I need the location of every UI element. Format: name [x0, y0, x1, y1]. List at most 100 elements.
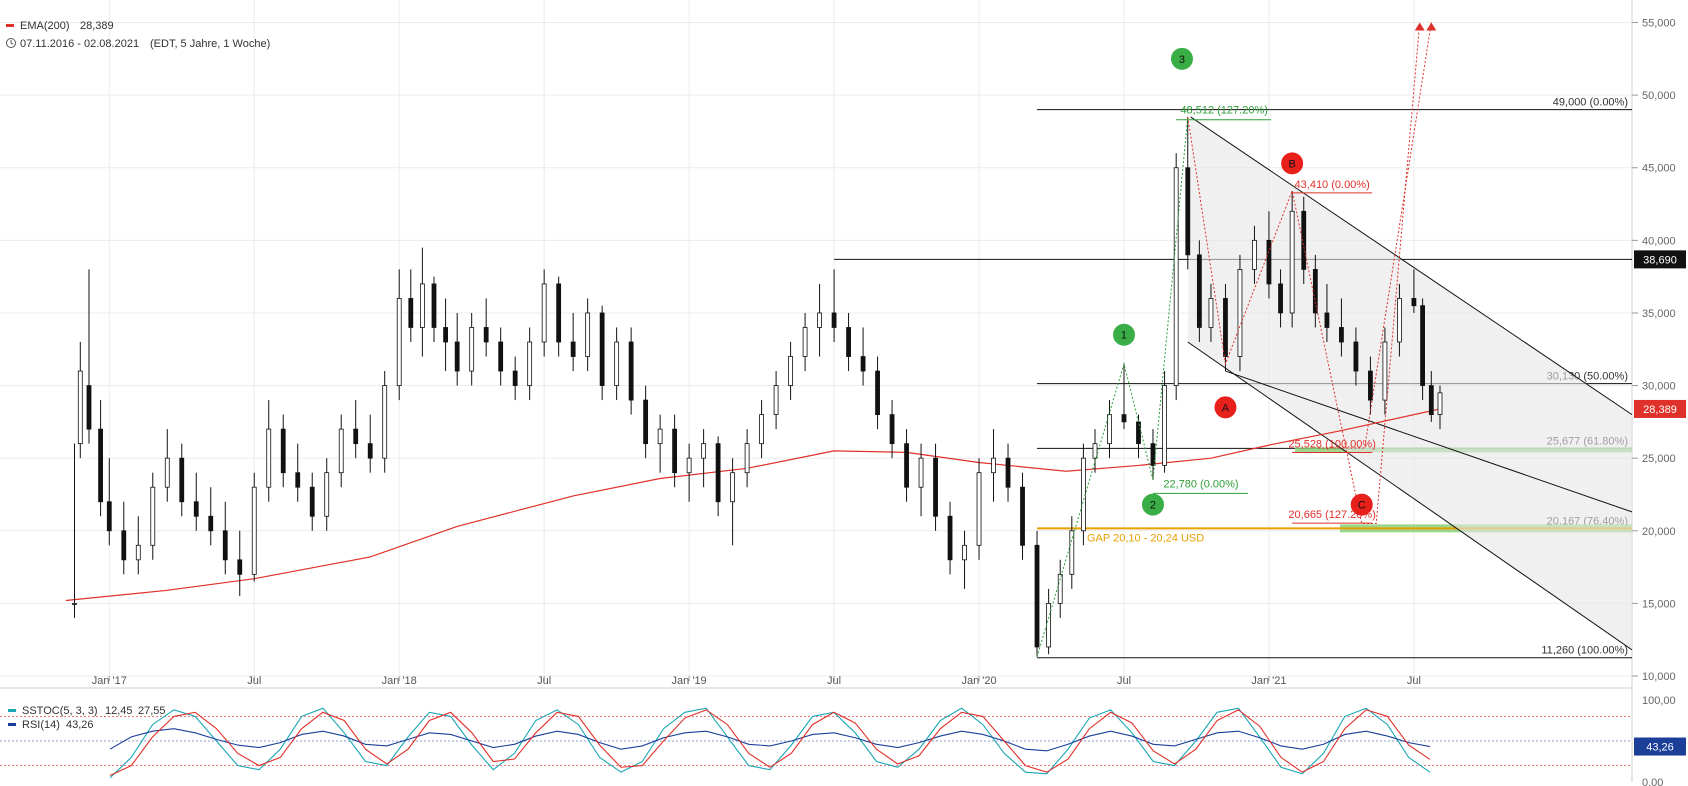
wave-path-red	[1187, 22, 1421, 525]
time-tick-label: Jul	[537, 675, 551, 687]
candle-body	[237, 559, 243, 575]
candle-body	[135, 544, 141, 561]
candle-body	[1397, 298, 1402, 343]
wave_labels_red-marker	[1281, 152, 1304, 175]
candle-body	[1005, 457, 1011, 488]
candle-body	[976, 472, 982, 546]
annotation-red: 25,528 (100.00%)	[1288, 439, 1375, 451]
candle-body	[860, 356, 866, 372]
price-axis: 55,000 50,000 45,000 40,000 35,000 30,000 25,0…	[1632, 18, 1686, 683]
candle-body	[599, 312, 605, 386]
candle-body	[686, 457, 692, 474]
candle-body	[367, 443, 373, 459]
candle-body	[309, 486, 315, 517]
candle-body	[222, 530, 228, 561]
time-tick-label: Jul	[827, 675, 841, 687]
candle-body	[875, 370, 880, 416]
wave-path-red-alt	[1318, 22, 1432, 449]
candle-body	[1196, 254, 1202, 328]
candle-body	[1208, 298, 1214, 328]
candle-body	[164, 457, 170, 488]
candle-body	[72, 602, 77, 605]
candle-body	[179, 457, 185, 503]
current-price-badge	[1634, 250, 1686, 269]
candle-body	[251, 486, 257, 575]
osc-series-line	[109, 709, 1431, 776]
candle-body	[1162, 385, 1167, 466]
date-range: 07.11.2016 - 02.08.2021	[20, 38, 139, 50]
candle-body	[991, 457, 996, 474]
price-tick-label: 40,000	[1642, 235, 1676, 247]
wave_labels_green-label: 1	[1121, 330, 1127, 342]
candle-body	[1237, 268, 1243, 357]
channel-lower	[1187, 341, 1633, 651]
candles	[72, 116, 1443, 658]
ema-path	[65, 408, 1441, 602]
candle-body	[759, 414, 764, 445]
candle-body	[280, 428, 286, 474]
annotation-red: 43,410 (0.00%)	[1295, 179, 1370, 191]
candle-body	[419, 283, 425, 328]
channel-mid	[1225, 370, 1633, 513]
channel-upper	[1190, 116, 1633, 416]
candle-body	[1173, 167, 1179, 386]
candle-body	[831, 312, 837, 328]
candle-body	[1136, 421, 1141, 445]
annotation-green: 22,780 (0.00%)	[1163, 478, 1238, 490]
candle-body	[1057, 573, 1063, 604]
candle-body	[947, 515, 953, 561]
candle-body	[1223, 298, 1228, 357]
candle-body	[483, 327, 489, 343]
stoch-signal-legend-value: 27,55	[138, 705, 166, 717]
candle-body	[1411, 298, 1417, 307]
candle-body	[443, 327, 448, 343]
candle-body	[498, 341, 504, 372]
candle-body	[1437, 392, 1443, 416]
time-tick-label: Jul	[1117, 675, 1131, 687]
candle-body	[889, 414, 895, 445]
candle-body	[150, 486, 156, 546]
time-tick-label: Jan '17	[92, 675, 127, 687]
price-tick-label: 50,000	[1642, 90, 1676, 102]
candle-body	[715, 443, 721, 503]
candle-body	[266, 428, 272, 488]
candle-body	[744, 443, 750, 474]
candle-body	[1150, 443, 1156, 466]
time-tick-label: Jan '20	[961, 675, 996, 687]
candle-body	[556, 283, 562, 343]
osc-tick-label: 100,00	[1642, 695, 1676, 707]
ema-price-badge	[1634, 399, 1686, 418]
wave_labels_red-label: C	[1358, 500, 1366, 512]
price-tick-label: 45,000	[1642, 163, 1676, 175]
candle-body	[1046, 602, 1052, 648]
candle-body	[86, 385, 92, 430]
stoch-legend-label: SSTOC(5, 3, 3)	[22, 705, 98, 717]
candle-body	[1020, 486, 1025, 546]
wave_labels_green-marker	[1112, 323, 1135, 346]
candle-body	[802, 327, 808, 357]
ema-line	[65, 408, 1441, 602]
stoch-legend-swatch	[8, 709, 16, 712]
candle-body	[933, 457, 938, 517]
osc-tick-label: 0,00	[1642, 777, 1663, 786]
level-label: 49,000 (0.00%)	[1553, 97, 1628, 109]
stoch-legend-value: 12,45	[105, 705, 133, 717]
wave_labels_green-label: 3	[1179, 54, 1185, 66]
price-tick-label: 10,000	[1642, 671, 1676, 683]
candle-body	[643, 399, 649, 445]
candle-body	[1324, 312, 1330, 328]
candle-body	[121, 530, 127, 561]
date-range-detail: (EDT, 5 Jahre, 1 Woche)	[150, 38, 270, 50]
candle-body	[1301, 210, 1307, 270]
candle-body	[962, 544, 967, 561]
candle-body	[657, 428, 663, 445]
candle-body	[541, 283, 547, 343]
gap-label: GAP 20,10 - 20,24 USD	[1087, 532, 1204, 544]
candle-body	[1107, 414, 1112, 445]
candle-body	[701, 443, 707, 459]
candle-body	[1339, 327, 1344, 343]
wave_labels_red-marker	[1214, 396, 1237, 419]
candle-body	[1034, 544, 1040, 648]
